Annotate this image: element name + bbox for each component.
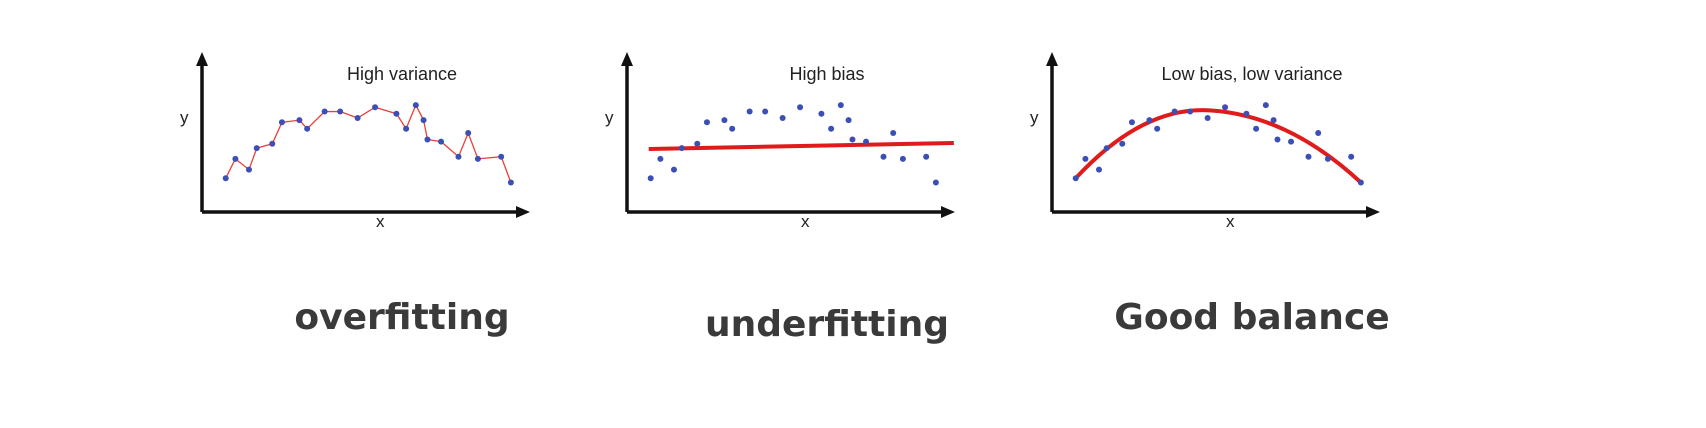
data-point [797,104,804,111]
data-point [1253,125,1260,132]
data-point [1119,140,1126,147]
y-axis-label: y [1030,108,1039,127]
data-point [1154,125,1161,132]
fit-line [225,103,512,183]
data-point [670,166,677,173]
x-axis-arrow [516,206,530,218]
data-point [1103,145,1110,152]
y-axis-label: y [605,108,614,127]
chart-good-balance [1046,52,1380,218]
data-point [507,179,514,186]
data-point [1288,138,1295,145]
data-point [1072,175,1079,182]
data-point [232,155,239,162]
data-point [1187,108,1194,115]
data-point [420,117,427,124]
data-point [465,130,472,137]
data-point [1146,117,1153,124]
data-point [863,138,870,145]
caption: overfitting [294,297,510,338]
caption: underfitting [704,304,950,345]
data-point [498,153,505,160]
data-point [703,119,710,126]
panel-underfitting: High bias y x underfitting [605,0,1027,428]
data-point [372,104,379,111]
data-point [828,125,835,132]
x-axis-label: x [801,212,810,231]
data-point [253,145,260,152]
x-axis-label: x [376,212,385,231]
chart-overfitting [196,52,530,218]
data-point [762,108,769,115]
data-point [721,117,728,124]
data-point [278,119,285,126]
data-point [354,115,361,121]
data-point [455,153,462,160]
data-point [393,110,400,117]
data-point [403,125,410,132]
data-point [657,155,664,162]
y-axis-arrow [621,52,633,66]
data-point [890,130,897,137]
y-axis-arrow [1046,52,1058,66]
data-point [269,140,276,147]
data-point [1171,108,1178,115]
data-point [245,166,252,173]
data-point [337,108,344,115]
data-point [474,155,481,162]
data-point [296,117,303,124]
caption: Good balance [1114,297,1390,338]
data-point [1324,155,1331,162]
chart-title: High variance [346,64,458,84]
data-point [438,138,445,145]
data-point [779,115,786,121]
data-point [818,110,825,117]
x-axis-arrow [941,206,955,218]
data-point [222,175,229,182]
data-point [321,108,328,115]
data-point [1315,130,1322,137]
data-point [849,136,856,143]
chart-underfitting [621,52,955,218]
panel-good-balance: Low bias, low variance y x Good balance [1030,0,1452,428]
data-point [304,125,311,132]
data-point [845,117,852,124]
data-point [1204,115,1211,121]
data-point [729,125,736,132]
data-point [1357,179,1364,186]
data-point [1305,153,1312,160]
data-point [1270,117,1277,124]
data-point [932,179,939,186]
data-point [880,153,887,160]
x-axis-arrow [1366,206,1380,218]
data-point [1274,136,1281,143]
data-point [1082,155,1089,162]
data-point [1128,119,1135,126]
data-point [1095,166,1102,173]
data-point [647,175,654,182]
data-point [694,140,701,147]
data-point [424,136,431,143]
data-point [412,102,419,109]
data-point [1262,102,1269,109]
panel-overfitting: High variance y x overfitting [180,0,602,428]
y-axis-arrow [196,52,208,66]
y-axis-label: y [180,108,189,127]
data-point [899,155,906,162]
data-point [923,153,930,160]
data-point [837,102,844,109]
data-point [1348,153,1355,160]
x-axis-label: x [1226,212,1235,231]
fit-line [648,140,954,151]
data-point [1243,110,1250,117]
data-point [678,145,685,152]
chart-title: High bias [789,64,865,84]
data-point [746,108,753,115]
chart-title: Low bias, low variance [1161,64,1343,84]
data-point [1222,104,1229,111]
fit-curve [1073,108,1363,185]
